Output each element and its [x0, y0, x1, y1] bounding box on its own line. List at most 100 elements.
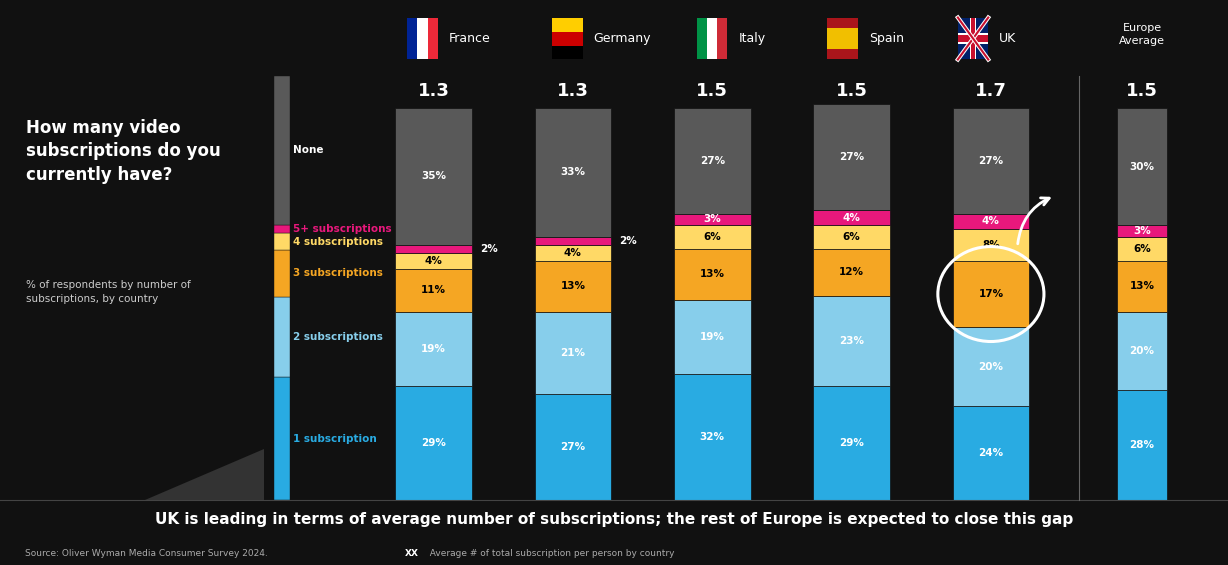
- Bar: [274, 233, 290, 250]
- Bar: [953, 108, 1029, 214]
- Text: 6%: 6%: [704, 232, 721, 242]
- Text: 1.5: 1.5: [1126, 82, 1158, 100]
- Text: 30%: 30%: [1130, 162, 1154, 172]
- Text: 1.5: 1.5: [835, 82, 867, 100]
- Bar: [553, 46, 582, 59]
- Bar: [707, 18, 717, 59]
- Text: 3%: 3%: [704, 215, 721, 224]
- Bar: [553, 18, 582, 32]
- Bar: [1116, 237, 1168, 260]
- Bar: [953, 327, 1029, 406]
- Text: % of respondents by number of
subscriptions, by country: % of respondents by number of subscripti…: [27, 280, 192, 303]
- Text: 20%: 20%: [1130, 346, 1154, 356]
- Bar: [958, 35, 989, 42]
- Text: 27%: 27%: [700, 155, 725, 166]
- Text: 29%: 29%: [421, 438, 446, 448]
- Bar: [534, 237, 612, 245]
- Text: 27%: 27%: [560, 442, 586, 452]
- Text: 4 subscriptions: 4 subscriptions: [293, 237, 383, 246]
- Text: 33%: 33%: [560, 167, 586, 177]
- Bar: [674, 108, 750, 214]
- Text: 17%: 17%: [979, 289, 1003, 299]
- Text: 27%: 27%: [979, 155, 1003, 166]
- Bar: [813, 386, 890, 500]
- Text: 19%: 19%: [421, 344, 446, 354]
- Bar: [828, 18, 858, 28]
- Text: 1.5: 1.5: [696, 82, 728, 100]
- Bar: [698, 18, 707, 59]
- Bar: [1116, 108, 1168, 225]
- Text: 6%: 6%: [842, 232, 861, 242]
- Bar: [553, 32, 582, 46]
- Text: UK: UK: [1000, 32, 1017, 45]
- Text: 21%: 21%: [560, 348, 586, 358]
- Text: 28%: 28%: [1130, 440, 1154, 450]
- Bar: [674, 300, 750, 375]
- Text: 12%: 12%: [839, 267, 865, 277]
- Text: 13%: 13%: [560, 281, 586, 291]
- Text: 23%: 23%: [839, 336, 865, 346]
- Text: 5+ subscriptions: 5+ subscriptions: [293, 224, 392, 234]
- Bar: [274, 297, 290, 377]
- Text: 13%: 13%: [700, 270, 725, 280]
- Text: Europe
Average: Europe Average: [1119, 23, 1165, 46]
- Text: 2%: 2%: [620, 236, 637, 246]
- Bar: [395, 108, 472, 245]
- Text: Spain: Spain: [868, 32, 904, 45]
- Bar: [1116, 312, 1168, 390]
- Text: 4%: 4%: [564, 248, 582, 258]
- Text: How many video
subscriptions do you
currently have?: How many video subscriptions do you curr…: [27, 119, 221, 184]
- Bar: [418, 18, 427, 59]
- Bar: [717, 18, 727, 59]
- Bar: [1116, 390, 1168, 500]
- Bar: [534, 394, 612, 500]
- Bar: [274, 377, 290, 500]
- Text: 2%: 2%: [480, 244, 499, 254]
- Bar: [274, 250, 290, 297]
- Bar: [534, 260, 612, 312]
- Text: Source: Oliver Wyman Media Consumer Survey 2024.: Source: Oliver Wyman Media Consumer Surv…: [25, 549, 268, 558]
- FancyArrowPatch shape: [1018, 198, 1049, 244]
- Bar: [395, 245, 472, 253]
- Text: 6%: 6%: [1133, 244, 1151, 254]
- Text: 4%: 4%: [982, 216, 1000, 227]
- Text: 13%: 13%: [1130, 281, 1154, 291]
- Text: 8%: 8%: [982, 240, 1000, 250]
- Bar: [408, 18, 418, 59]
- Text: 3%: 3%: [1133, 226, 1151, 236]
- Text: 29%: 29%: [839, 438, 865, 448]
- Bar: [1116, 225, 1168, 237]
- Bar: [970, 18, 976, 59]
- Bar: [828, 28, 858, 49]
- Bar: [813, 210, 890, 225]
- Text: 2 subscriptions: 2 subscriptions: [293, 332, 383, 342]
- Bar: [395, 386, 472, 500]
- Bar: [953, 406, 1029, 500]
- Bar: [274, 76, 290, 224]
- Text: 27%: 27%: [839, 152, 865, 162]
- Bar: [534, 245, 612, 260]
- Text: 3 subscriptions: 3 subscriptions: [293, 268, 383, 279]
- Bar: [813, 225, 890, 249]
- Text: 11%: 11%: [421, 285, 446, 295]
- Text: 24%: 24%: [979, 448, 1003, 458]
- Bar: [395, 312, 472, 386]
- Text: 20%: 20%: [979, 362, 1003, 372]
- Bar: [674, 375, 750, 500]
- Text: 1.7: 1.7: [975, 82, 1007, 100]
- Bar: [674, 214, 750, 225]
- Bar: [958, 33, 989, 44]
- Text: 1.3: 1.3: [418, 82, 449, 100]
- Text: 35%: 35%: [421, 171, 446, 181]
- Text: None: None: [293, 145, 324, 155]
- Bar: [813, 296, 890, 386]
- Bar: [674, 225, 750, 249]
- Text: XX: XX: [405, 549, 419, 558]
- Bar: [953, 214, 1029, 229]
- Bar: [395, 268, 472, 312]
- Text: 1 subscription: 1 subscription: [293, 433, 377, 444]
- Bar: [813, 249, 890, 296]
- Text: 4%: 4%: [425, 256, 442, 266]
- Bar: [274, 224, 290, 233]
- Bar: [953, 260, 1029, 327]
